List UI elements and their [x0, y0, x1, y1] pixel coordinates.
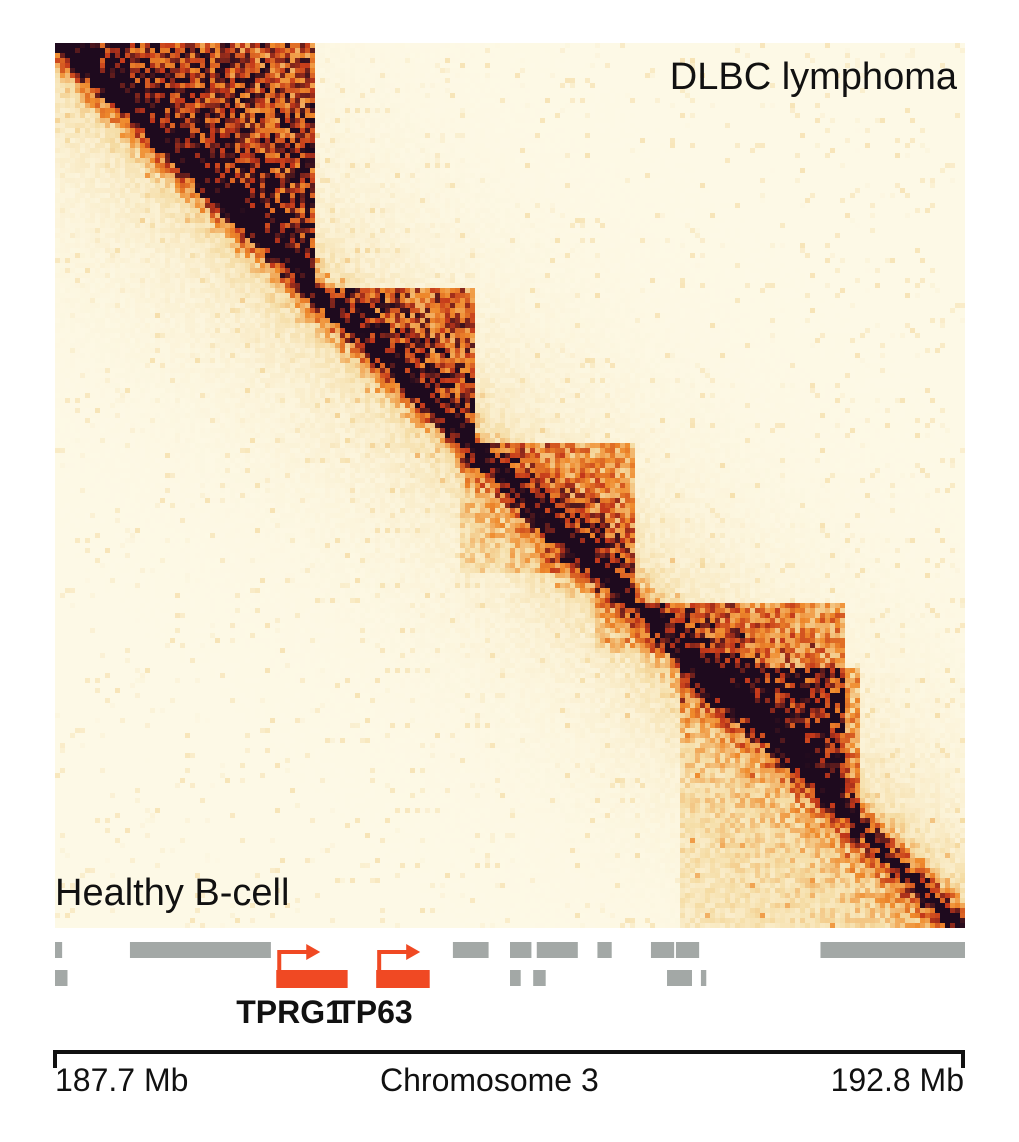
upper-triangle-label: DLBC lymphoma [669, 56, 957, 98]
gene-block [533, 970, 546, 986]
axis-end-label: 192.8 Mb [830, 1062, 964, 1098]
highlight-gene-block [276, 970, 348, 988]
genome-axis [53, 1050, 965, 1068]
gene-block [700, 970, 707, 986]
tss-arrow-icon [277, 950, 309, 970]
contact-heatmap [55, 43, 965, 928]
gene-block [55, 970, 68, 986]
gene-block [675, 942, 700, 958]
gene-block [667, 970, 692, 986]
lower-triangle-label: Healthy B-cell [55, 872, 290, 914]
gene-block [55, 942, 63, 958]
gene-block [510, 970, 521, 986]
gene-block [597, 942, 612, 958]
gene-block [510, 942, 532, 958]
gene-label: TPRG1 [236, 994, 343, 1030]
axis-chromosome-label: Chromosome 3 [380, 1062, 599, 1098]
gene-track [55, 942, 965, 988]
gene-block [452, 942, 489, 958]
axis-start-label: 187.7 Mb [55, 1062, 189, 1098]
highlight-gene-block [376, 970, 430, 988]
tss-arrowhead-icon [406, 944, 421, 960]
gene-block [129, 942, 271, 958]
gene-block [650, 942, 675, 958]
tss-arrow-icon [377, 950, 409, 970]
tss-arrowhead-icon [306, 944, 321, 960]
gene-label: TP63 [336, 994, 413, 1030]
gene-block [536, 942, 578, 958]
gene-block [820, 942, 965, 958]
